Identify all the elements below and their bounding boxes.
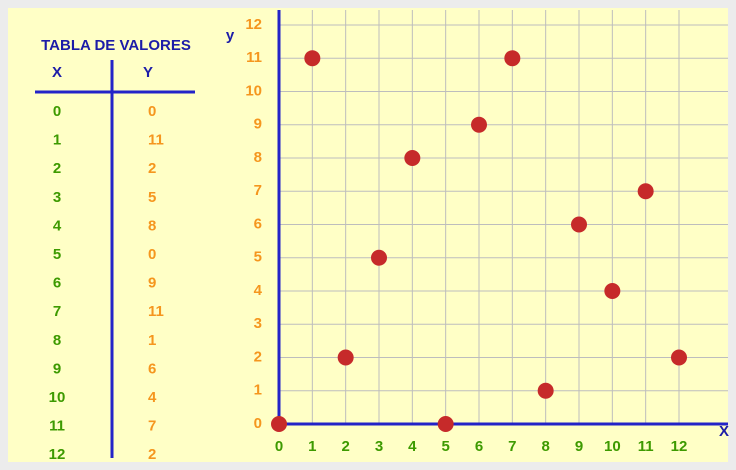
table-y-cell: 0 [148,246,156,263]
y-tick-label: 6 [254,215,262,232]
y-tick-label: 5 [254,249,262,266]
x-tick-label: 9 [575,438,583,455]
x-tick-label: 4 [408,438,417,455]
point [504,50,521,67]
table-y-cell: 7 [148,418,156,435]
table-x-cell: 1 [53,132,61,149]
y-tick-label: 4 [254,282,263,299]
table-y-cell: 1 [148,332,156,349]
point [371,249,387,266]
table-header: X [52,64,62,81]
y-tick-label: 2 [254,348,262,365]
point [437,416,454,432]
table-y-cell: 11 [148,303,164,320]
table-x-cell: 0 [53,103,61,120]
table-x-cell: 6 [53,275,61,292]
table-x-cell: 9 [53,360,61,377]
table-x-cell: 8 [53,332,61,349]
table-y-cell: 11 [148,132,164,149]
table-y-cell: 4 [148,389,157,406]
table-x-cell: 10 [49,389,66,406]
y-tick-label: 10 [245,82,262,99]
x-tick-label: 2 [341,438,349,455]
point [471,116,487,133]
point [637,183,654,200]
x-tick-label: 11 [638,438,654,455]
table-x-cell: 7 [53,303,61,320]
point [337,349,354,366]
point [404,149,421,166]
table-y-cell: 5 [148,189,156,206]
y-tick-label: 7 [254,182,262,199]
point [571,216,587,233]
point [604,282,621,299]
y-tick-label: 9 [254,116,262,133]
table-y-cell: 0 [148,103,156,120]
table-x-cell: 3 [53,189,61,206]
panel [8,8,728,462]
point [537,382,554,399]
table-y-cell: 9 [148,275,156,292]
x-tick-label: 6 [475,438,483,455]
y-tick-label: 11 [246,49,262,66]
x-tick-label: 3 [375,438,383,455]
table-x-cell: 12 [49,446,66,463]
y-tick-label: 12 [245,16,262,33]
table-x-cell: 2 [53,160,61,177]
table-y-cell: 2 [148,446,156,463]
table-y-cell: 8 [148,217,156,234]
y-tick-label: 3 [254,315,262,332]
x-tick-label: 8 [541,438,549,455]
x-tick-label: 1 [308,438,316,455]
table-x-cell: 5 [53,246,61,263]
y-axis-label: y [226,27,235,44]
table-y-cell: 2 [148,160,156,177]
x-tick-label: 7 [508,438,516,455]
y-tick-label: 8 [254,149,262,166]
y-tick-label: 0 [254,415,262,432]
x-axis-label: X [719,423,729,440]
x-tick-label: 5 [441,438,449,455]
x-tick-label: 12 [671,438,688,455]
table-x-cell: 11 [49,418,65,435]
table-title: TABLA DE VALORES [41,37,191,54]
point [671,349,687,366]
table-y-cell: 6 [148,360,156,377]
x-tick-label: 10 [604,438,621,455]
x-tick-label: 0 [275,438,283,455]
y-tick-label: 1 [254,382,262,399]
table-x-cell: 4 [53,217,62,234]
table-header: Y [143,64,153,81]
point [271,416,287,432]
point [304,50,321,67]
